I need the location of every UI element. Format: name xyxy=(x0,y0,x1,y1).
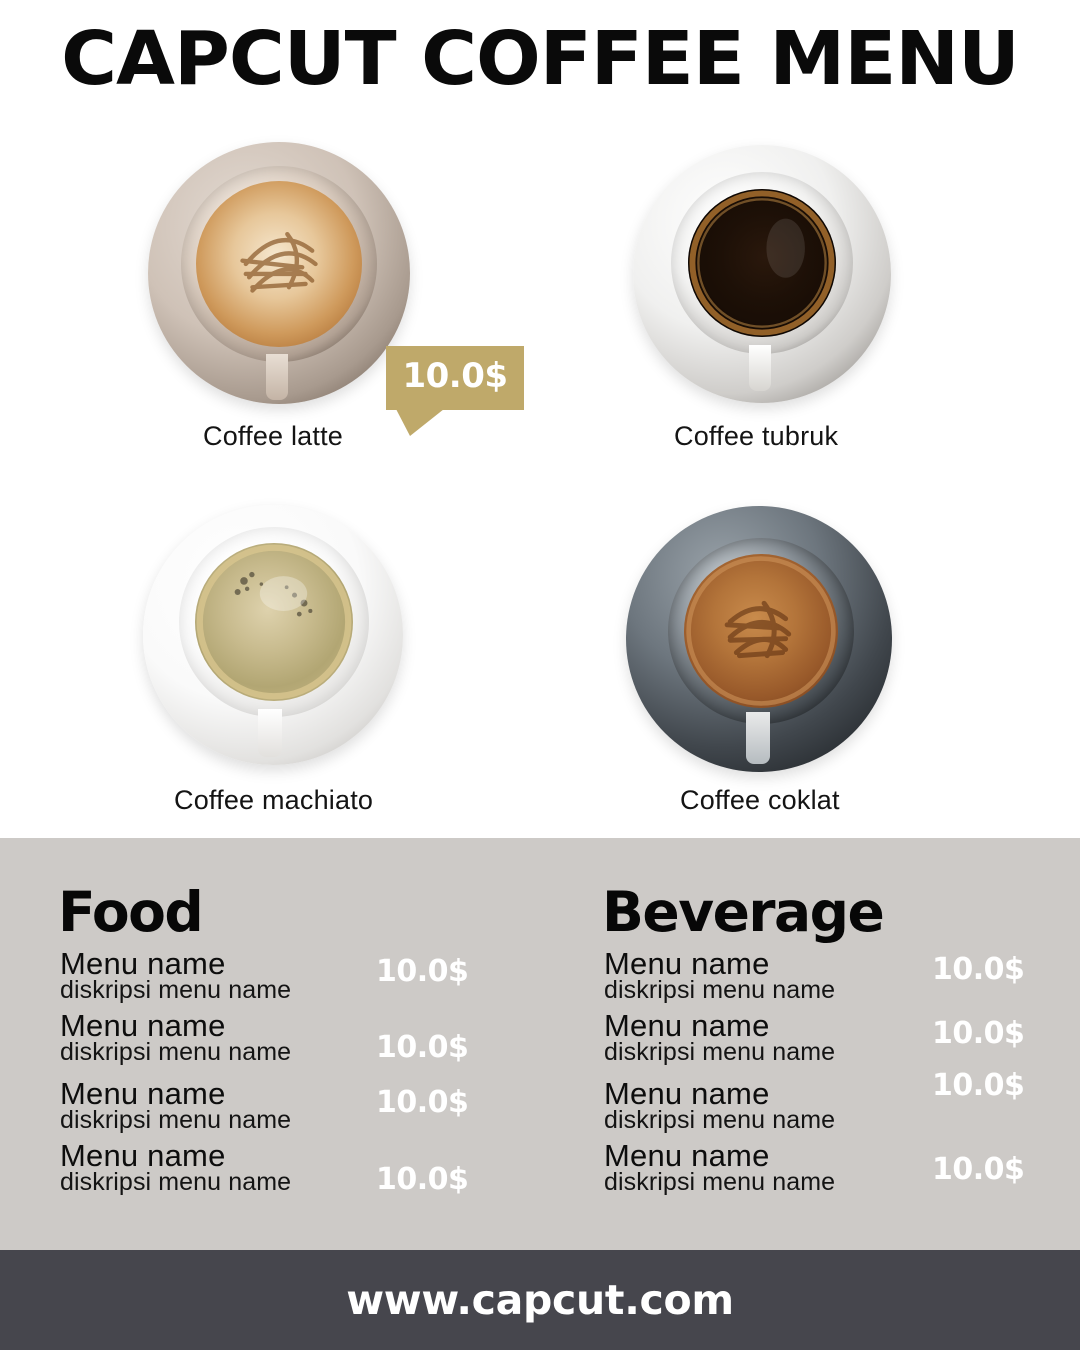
section-heading-beverage: Beverage xyxy=(602,880,885,944)
price-tag[interactable]: 10.0$ xyxy=(386,346,524,436)
menu-item-price: 10.0$ xyxy=(932,1152,1025,1187)
cocoa-dust-art-icon xyxy=(686,556,836,706)
coffee-label-coklat: Coffee coklat xyxy=(680,785,840,815)
menu-item-desc: diskripsi menu name xyxy=(604,976,836,1004)
website-url[interactable]: www.capcut.com xyxy=(346,1276,734,1324)
coffee-card-tubruk[interactable]: 10.0$ xyxy=(633,145,891,403)
menu-item-name: Menu name xyxy=(60,1076,226,1111)
menu-item-desc: diskripsi menu name xyxy=(60,1168,292,1196)
foam-bubbles-icon xyxy=(196,544,352,700)
coffee-machiato-image xyxy=(143,505,403,765)
coffee-card-latte[interactable]: 10.0$ xyxy=(148,142,524,436)
cup-handle xyxy=(746,712,770,764)
menu-item-name: Menu name xyxy=(604,946,770,981)
coffee-liquid xyxy=(195,543,353,701)
menu-item-desc: diskripsi menu name xyxy=(60,1106,292,1134)
coffee-label-machiato: Coffee machiato xyxy=(174,785,374,815)
menu-item-name: Menu name xyxy=(60,1008,226,1043)
menu-item-desc: diskripsi menu name xyxy=(604,1038,836,1066)
price-value: 10.0$ xyxy=(402,356,508,396)
menu-item-desc: diskripsi menu name xyxy=(60,1038,292,1066)
menu-column-beverage: Beverage Menu name diskripsi menu name 1… xyxy=(602,838,1062,1250)
menu-item-price: 10.0$ xyxy=(932,952,1025,987)
cup-handle xyxy=(749,345,771,391)
menu-item-name: Menu name xyxy=(604,1076,770,1111)
coffee-card-coklat[interactable]: 10.0$ xyxy=(626,506,892,772)
coffee-coklat-image xyxy=(626,506,892,772)
menu-item-desc: diskripsi menu name xyxy=(60,976,292,1004)
coffee-liquid xyxy=(684,554,838,708)
menu-item-name: Menu name xyxy=(60,1138,226,1173)
menu-item-price: 10.0$ xyxy=(376,1085,469,1120)
latte-art-icon xyxy=(240,231,318,293)
menu-item-name: Menu name xyxy=(604,1138,770,1173)
menu-item-price: 10.0$ xyxy=(932,1016,1025,1051)
menu-item-desc: diskripsi menu name xyxy=(604,1106,836,1134)
menu-panel: Food Menu name diskripsi menu name 10.0$… xyxy=(0,838,1080,1250)
coffee-label-tubruk: Coffee tubruk xyxy=(674,421,839,451)
coffee-liquid xyxy=(196,181,362,347)
coffee-liquid xyxy=(688,189,836,337)
section-heading-food: Food xyxy=(58,880,204,944)
coffee-latte-image xyxy=(148,142,410,404)
menu-item-price: 10.0$ xyxy=(376,954,469,989)
menu-item-name: Menu name xyxy=(604,1008,770,1043)
coffee-tubruk-image xyxy=(633,145,891,403)
menu-item-price: 10.0$ xyxy=(932,1068,1025,1103)
menu-item-name: Menu name xyxy=(60,946,226,981)
menu-item-desc: diskripsi menu name xyxy=(604,1168,836,1196)
crema-ring-icon xyxy=(689,190,835,336)
coffee-card-machiato[interactable]: 10.0$ xyxy=(143,505,523,1168)
cup-handle xyxy=(266,354,288,400)
page-title: CAPCUT COFFEE MENU xyxy=(61,16,1020,102)
bubble-tail xyxy=(396,409,444,436)
coffee-label-latte: Coffee latte xyxy=(203,421,343,451)
menu-column-food: Food Menu name diskripsi menu name 10.0$… xyxy=(58,838,528,1250)
menu-item-price: 10.0$ xyxy=(376,1030,469,1065)
cup-handle xyxy=(258,709,282,757)
footer-bar: www.capcut.com xyxy=(0,1250,1080,1350)
menu-item-price: 10.0$ xyxy=(376,1162,469,1197)
